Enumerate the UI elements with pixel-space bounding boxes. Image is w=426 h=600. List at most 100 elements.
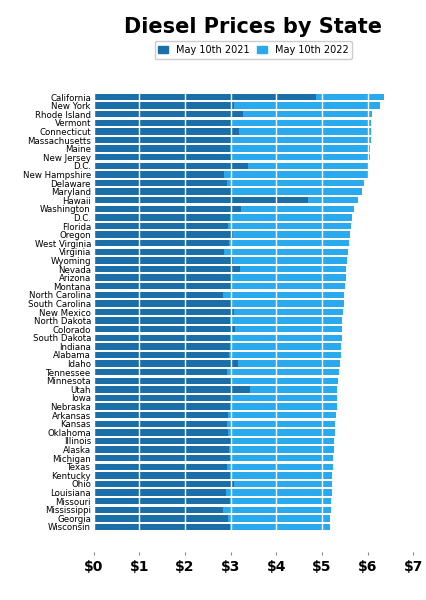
Bar xyxy=(94,232,233,238)
Bar xyxy=(94,515,228,521)
Bar xyxy=(94,257,233,263)
Bar xyxy=(94,490,226,496)
Bar xyxy=(94,490,331,496)
Bar xyxy=(94,481,234,487)
Bar xyxy=(94,377,231,384)
Bar xyxy=(94,292,344,298)
Bar xyxy=(94,317,230,324)
Bar xyxy=(94,283,345,289)
Bar xyxy=(94,412,228,418)
Bar xyxy=(94,103,234,109)
Bar xyxy=(94,377,338,384)
Bar xyxy=(94,197,358,203)
Bar xyxy=(94,145,370,152)
Bar xyxy=(94,361,238,367)
Bar xyxy=(94,498,331,505)
Bar xyxy=(94,214,352,221)
Bar xyxy=(94,206,354,212)
Bar xyxy=(94,180,227,186)
Bar xyxy=(94,240,229,247)
Bar xyxy=(94,188,232,195)
Bar xyxy=(94,257,347,263)
Bar xyxy=(94,283,231,289)
Bar xyxy=(94,421,335,427)
Bar xyxy=(94,335,230,341)
Bar xyxy=(94,309,343,315)
Bar xyxy=(94,343,341,350)
Bar xyxy=(94,154,370,160)
Bar xyxy=(94,446,334,453)
Bar xyxy=(94,455,230,461)
Bar xyxy=(94,111,372,118)
Bar xyxy=(94,154,230,160)
Bar xyxy=(94,197,308,203)
Bar xyxy=(94,137,230,143)
Bar xyxy=(94,300,344,307)
Bar xyxy=(94,395,337,401)
Bar xyxy=(94,412,336,418)
Bar xyxy=(94,274,233,281)
Bar xyxy=(94,343,230,350)
Title: Diesel Prices by State: Diesel Prices by State xyxy=(124,17,383,37)
Bar xyxy=(94,119,232,126)
Bar xyxy=(94,240,349,247)
Bar xyxy=(94,326,342,332)
Bar xyxy=(94,266,240,272)
Bar xyxy=(94,464,333,470)
Bar xyxy=(94,335,342,341)
Bar xyxy=(94,248,224,255)
Bar xyxy=(94,472,332,479)
Bar xyxy=(94,429,228,436)
Bar xyxy=(94,111,243,118)
Bar xyxy=(94,171,224,178)
Bar xyxy=(94,524,330,530)
Bar xyxy=(94,223,228,229)
Bar xyxy=(94,128,239,134)
Bar xyxy=(94,103,380,109)
Bar xyxy=(94,180,364,186)
Bar xyxy=(94,163,248,169)
Bar xyxy=(94,326,235,332)
Bar xyxy=(94,446,229,453)
Bar xyxy=(94,248,348,255)
Bar xyxy=(94,403,230,410)
Bar xyxy=(94,94,317,100)
Bar xyxy=(94,94,383,100)
Bar xyxy=(94,455,333,461)
Bar xyxy=(94,163,369,169)
Bar xyxy=(94,506,223,513)
Bar xyxy=(94,369,227,376)
Bar xyxy=(94,361,340,367)
Bar xyxy=(94,223,351,229)
Bar xyxy=(94,438,230,444)
Bar xyxy=(94,206,241,212)
Bar xyxy=(94,386,250,392)
Bar xyxy=(94,171,368,178)
Bar xyxy=(94,386,337,392)
Bar xyxy=(94,438,334,444)
Bar xyxy=(94,274,345,281)
Bar xyxy=(94,403,337,410)
Legend: May 10th 2021, May 10th 2022: May 10th 2021, May 10th 2022 xyxy=(155,41,352,59)
Bar xyxy=(94,369,339,376)
Bar xyxy=(94,266,346,272)
Bar xyxy=(94,232,350,238)
Bar xyxy=(94,395,231,401)
Bar xyxy=(94,506,331,513)
Bar xyxy=(94,352,341,358)
Bar xyxy=(94,481,332,487)
Bar xyxy=(94,464,227,470)
Bar xyxy=(94,472,230,479)
Bar xyxy=(94,317,343,324)
Bar xyxy=(94,137,371,143)
Bar xyxy=(94,128,371,134)
Bar xyxy=(94,119,371,126)
Bar xyxy=(94,292,223,298)
Bar xyxy=(94,515,330,521)
Bar xyxy=(94,145,230,152)
Bar xyxy=(94,498,230,505)
Bar xyxy=(94,429,335,436)
Bar xyxy=(94,309,234,315)
Bar xyxy=(94,524,230,530)
Bar xyxy=(94,214,230,221)
